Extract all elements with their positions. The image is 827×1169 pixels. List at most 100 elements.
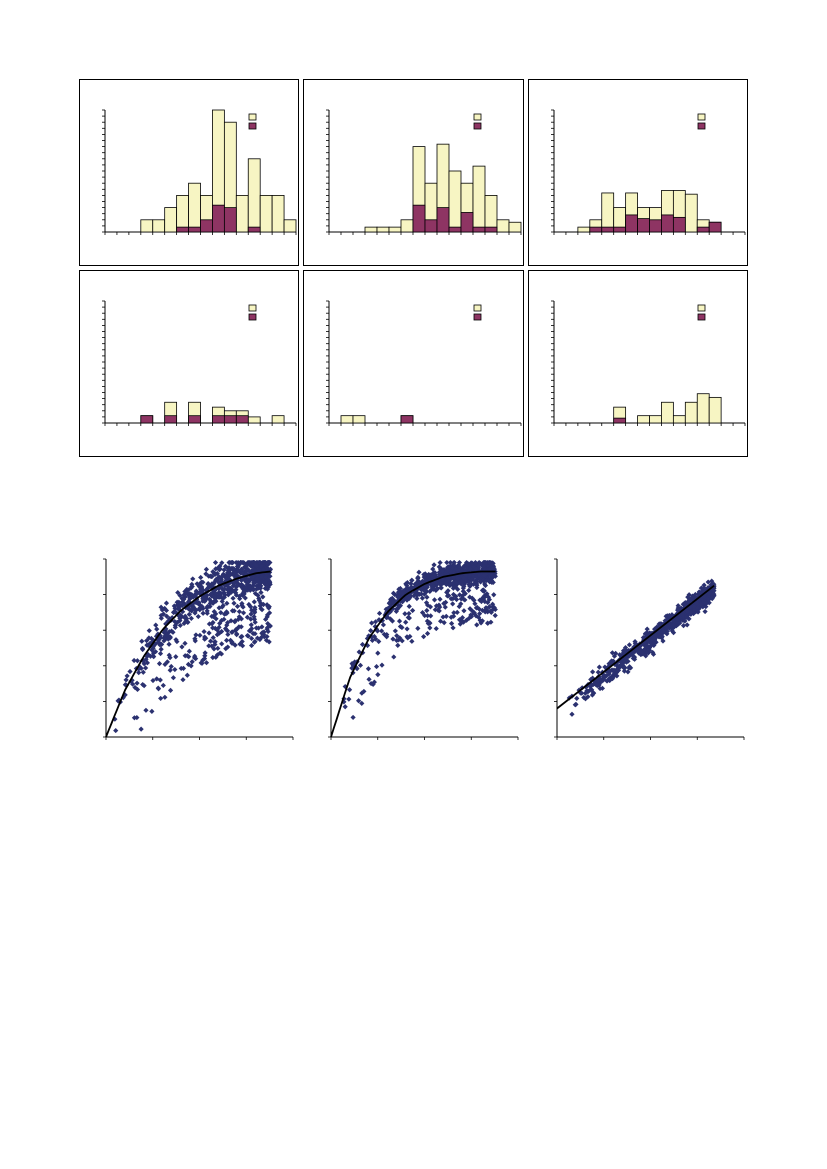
bar bbox=[708, 221, 722, 233]
bar bbox=[613, 417, 627, 424]
scatter-point bbox=[402, 611, 408, 617]
scatter-point bbox=[161, 629, 167, 636]
scatter-point bbox=[212, 590, 218, 597]
scatter-point bbox=[197, 632, 203, 638]
scatter-point bbox=[376, 638, 382, 645]
bar bbox=[223, 415, 237, 424]
scatter-point bbox=[265, 584, 271, 590]
histogram-panel-5 bbox=[303, 270, 524, 457]
scatter-point bbox=[375, 650, 381, 656]
scatter-point bbox=[359, 641, 366, 648]
scatter-point bbox=[415, 625, 421, 632]
scatter-point bbox=[236, 609, 242, 615]
bar bbox=[436, 207, 450, 233]
bar bbox=[472, 226, 486, 233]
scatter-point bbox=[232, 619, 238, 625]
scatter-point bbox=[482, 559, 489, 566]
legend-swatch bbox=[473, 304, 482, 312]
legend-swatch bbox=[697, 304, 706, 312]
bar bbox=[283, 219, 297, 233]
scatter-point bbox=[222, 592, 228, 598]
scatter-point bbox=[399, 624, 405, 631]
scatter-point bbox=[266, 610, 273, 616]
scatter-point bbox=[346, 696, 352, 702]
scatter-point bbox=[482, 582, 489, 589]
scatter-point bbox=[203, 571, 209, 577]
bar bbox=[200, 219, 213, 233]
bar bbox=[176, 226, 189, 233]
scatter-point bbox=[234, 603, 241, 609]
bar bbox=[684, 401, 698, 424]
scatter-point bbox=[233, 626, 239, 633]
scatter-point bbox=[492, 606, 498, 613]
scatter-point bbox=[422, 578, 428, 584]
scatter-point bbox=[156, 661, 163, 667]
legend-swatch bbox=[697, 113, 706, 121]
bar bbox=[188, 226, 201, 233]
legend-swatch bbox=[248, 122, 257, 130]
bar bbox=[235, 195, 249, 233]
bar bbox=[589, 226, 603, 233]
scatter-point bbox=[680, 623, 687, 629]
histogram-chart-5 bbox=[326, 300, 522, 426]
scatter-point bbox=[143, 707, 149, 713]
histogram-panel-3 bbox=[528, 79, 748, 266]
legend-swatch bbox=[248, 113, 257, 121]
bar bbox=[613, 226, 627, 233]
scatter-point bbox=[213, 654, 219, 660]
scatter-point bbox=[153, 622, 159, 628]
scatter-point bbox=[149, 647, 155, 653]
scatter-point bbox=[409, 577, 415, 583]
scatter-point bbox=[342, 704, 348, 710]
scatter-point bbox=[201, 628, 207, 635]
scatter-point bbox=[168, 663, 174, 670]
scatter-point bbox=[395, 594, 401, 600]
scatter-point bbox=[350, 661, 356, 667]
bar bbox=[508, 221, 522, 233]
scatter-point bbox=[389, 618, 396, 624]
scatter-point bbox=[167, 687, 174, 693]
scatter-point bbox=[431, 562, 437, 568]
scatter-point bbox=[609, 650, 616, 656]
scatter-point bbox=[231, 566, 237, 572]
scatter-point bbox=[146, 635, 152, 641]
scatter-point bbox=[488, 619, 494, 625]
bar bbox=[577, 226, 591, 233]
scatter-point bbox=[264, 582, 270, 588]
scatter-point bbox=[249, 626, 255, 632]
scatter-point bbox=[221, 616, 227, 622]
scatter-point bbox=[180, 677, 186, 683]
scatter-point bbox=[468, 612, 474, 618]
bar bbox=[412, 204, 426, 233]
scatter-points bbox=[566, 578, 717, 717]
bar bbox=[696, 393, 710, 424]
scatter-point bbox=[113, 727, 119, 734]
bar bbox=[400, 415, 414, 424]
bar bbox=[672, 415, 686, 424]
scatter-point bbox=[172, 666, 178, 673]
scatter-point bbox=[204, 608, 210, 614]
scatter-point bbox=[653, 626, 659, 632]
scatter-point bbox=[150, 677, 156, 684]
scatter-point bbox=[472, 559, 479, 566]
scatter-point bbox=[391, 654, 397, 660]
scatter-point bbox=[433, 625, 439, 632]
scatter-point bbox=[477, 579, 484, 585]
scatter-point bbox=[244, 614, 250, 620]
scatter-point bbox=[219, 641, 225, 647]
scatter-point bbox=[234, 563, 240, 570]
scatter-point bbox=[232, 642, 238, 648]
scatter-point bbox=[265, 621, 271, 627]
bar bbox=[352, 415, 366, 424]
bar bbox=[661, 401, 674, 424]
scatter-point bbox=[263, 616, 269, 622]
scatter-point bbox=[431, 597, 438, 603]
scatter-point bbox=[437, 559, 443, 566]
scatter-point bbox=[424, 607, 430, 614]
scatter-chart-1 bbox=[103, 558, 294, 740]
scatter-point bbox=[701, 599, 708, 605]
scatter-point bbox=[221, 567, 227, 573]
scatter-point bbox=[160, 611, 167, 617]
scatter-point bbox=[451, 559, 457, 566]
scatter-point bbox=[239, 600, 245, 607]
